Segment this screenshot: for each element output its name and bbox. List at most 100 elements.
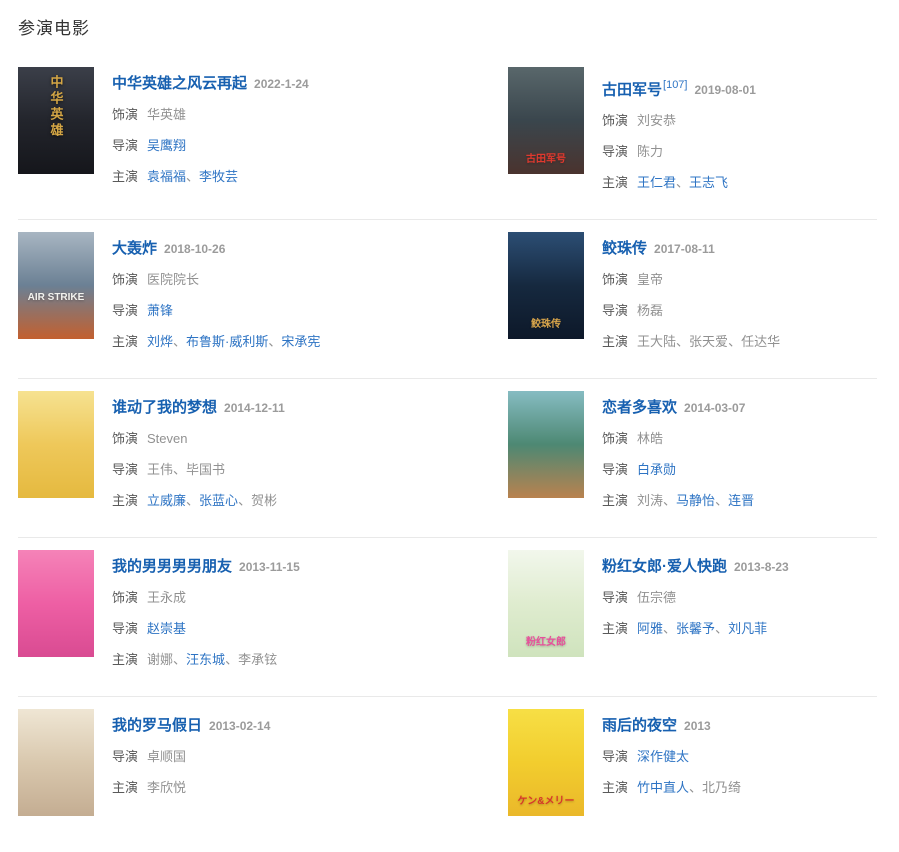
movie-title-link[interactable]: 粉红女郎·爱人快跑 — [602, 558, 727, 576]
movie-title-link[interactable]: 我的男男男男朋友 — [112, 558, 233, 576]
credit-line: 饰演 王永成 — [112, 587, 300, 608]
person-name: 李欣悦 — [147, 780, 187, 796]
name-separator: 、 — [186, 169, 200, 184]
name-separator: 、 — [173, 334, 187, 350]
movie-info: 我的男男男男朋友 2013-11-15 饰演 王永成 导演 赵崇基 主演 谢娜、汪东城、李承… — [112, 550, 300, 670]
credit-line: 主演 刘烨、布鲁斯·威利斯、宋承宪 — [112, 331, 320, 352]
movie-card: 恋者多喜欢 2014-03-07 饰演 林皓 导演 白承勋 主演 刘涛、马静怡、连晋 — [508, 391, 877, 511]
movie-poster[interactable] — [508, 391, 584, 499]
credit-line: 主演 竹中直人、北乃绮 — [602, 777, 741, 798]
credits: 饰演 皇帝 导演 杨磊 主演 王大陆、张天爱、任达华 — [602, 269, 780, 352]
credit-label: 饰演 — [602, 113, 629, 129]
movie-info: 雨后的夜空 2013 导演 深作健太 主演 竹中直人、北乃绮 — [602, 709, 741, 816]
movie-title-link[interactable]: 鲛珠传 — [602, 240, 648, 258]
movie-poster[interactable]: ケン&メリー — [508, 709, 584, 817]
person-link[interactable]: 阿雅 — [637, 621, 664, 637]
person-link[interactable]: 宋承宪 — [281, 334, 321, 350]
person-link[interactable]: 马静怡 — [676, 493, 716, 509]
movie-title-link[interactable]: 古田军号 — [602, 81, 663, 99]
movie-info: 大轰炸 2018-10-26 饰演 医院院长 导演 萧锋 主演 刘烨、布鲁斯·威利斯、宋承宪 — [112, 232, 320, 352]
person-link[interactable]: 白承勋 — [637, 462, 677, 478]
movie-poster[interactable] — [18, 709, 94, 817]
person-link[interactable]: 张蓝心 — [199, 493, 239, 509]
person-link[interactable]: 汪东城 — [186, 652, 226, 668]
person-name: 华英雄 — [147, 107, 187, 122]
movie-row: AIR STRIKE 大轰炸 2018-10-26 饰演 医院院长 导演 萧锋 主演 刘烨、… — [18, 219, 877, 378]
movie-poster[interactable]: 古田军号 — [508, 67, 584, 174]
credit-line: 导演 吴鹰翔 — [112, 135, 309, 156]
person-name: 贺彬 — [251, 493, 278, 509]
name-separator: 、 — [186, 493, 200, 509]
movie-grid: 中华英雄 中华英雄之风云再起 2022-1-24 饰演 华英雄 导演 吴鹰翔 主演 袁福福、… — [18, 67, 877, 842]
person-name: 王永成 — [147, 590, 187, 606]
person-link[interactable]: 萧锋 — [147, 303, 174, 319]
person-name: 李承铉 — [238, 652, 278, 668]
person-link[interactable]: 李牧芸 — [199, 169, 239, 184]
credit-label: 主演 — [112, 780, 139, 796]
reference-link[interactable]: [107] — [663, 79, 688, 91]
name-separator: 、 — [268, 334, 282, 350]
person-link[interactable]: 王仁君 — [637, 175, 677, 191]
movie-card: 鲛珠传 鲛珠传 2017-08-11 饰演 皇帝 导演 杨磊 主演 王大陆、张天爱、任达华 — [508, 232, 877, 352]
movie-poster[interactable] — [18, 391, 94, 499]
poster-title-text: AIR STRIKE — [27, 292, 85, 304]
credit-line: 导演 王伟、毕国书 — [112, 459, 285, 480]
credit-line: 饰演 皇帝 — [602, 269, 780, 290]
movie-title-link[interactable]: 雨后的夜空 — [602, 717, 678, 735]
credit-line: 饰演 Steven — [112, 428, 285, 449]
release-date: 2014-12-11 — [224, 401, 285, 416]
title-line: 古田军号[107] 2019-08-01 — [602, 74, 756, 100]
movie-title-link[interactable]: 中华英雄之风云再起 — [112, 75, 248, 92]
person-link[interactable]: 张馨予 — [676, 621, 716, 637]
credit-line: 导演 伍宗德 — [602, 587, 789, 608]
name-separator: 、 — [173, 462, 187, 478]
person-link[interactable]: 深作健太 — [637, 749, 690, 765]
movie-card: 我的男男男男朋友 2013-11-15 饰演 王永成 导演 赵崇基 主演 谢娜、汪东城、李承… — [18, 550, 508, 670]
credit-line: 主演 李欣悦 — [112, 777, 270, 798]
movie-info: 谁动了我的梦想 2014-12-11 饰演 Steven 导演 王伟、毕国书 主演 立威廉、… — [112, 391, 285, 511]
movie-row: 我的男男男男朋友 2013-11-15 饰演 王永成 导演 赵崇基 主演 谢娜、汪东城、李承… — [18, 537, 877, 696]
section-title: 参演电影 — [18, 19, 90, 38]
person-name: 杨磊 — [637, 303, 664, 319]
release-date: 2022-1-24 — [254, 77, 309, 91]
person-link[interactable]: 立威廉 — [147, 493, 187, 509]
person-link[interactable]: 竹中直人 — [637, 780, 690, 796]
person-link[interactable]: 刘烨 — [147, 334, 174, 350]
person-link[interactable]: 袁福福 — [147, 169, 187, 184]
credit-label: 主演 — [602, 334, 629, 350]
name-separator: 、 — [676, 175, 690, 191]
movie-title-link[interactable]: 恋者多喜欢 — [602, 399, 678, 417]
movie-info: 粉红女郎·爱人快跑 2013-8-23 导演 伍宗德 主演 阿雅、张馨予、刘凡菲 — [602, 550, 789, 670]
person-link[interactable]: 赵崇基 — [147, 621, 187, 637]
movie-poster[interactable]: 鲛珠传 — [508, 232, 584, 340]
credit-label: 导演 — [602, 749, 629, 765]
movie-info: 古田军号[107] 2019-08-01 饰演 刘安恭 导演 陈力 主演 王仁君、王志飞 — [602, 67, 756, 193]
person-link[interactable]: 吴鹰翔 — [147, 138, 187, 153]
person-link[interactable]: 王志飞 — [689, 175, 729, 191]
credit-label: 饰演 — [602, 272, 629, 288]
credit-label: 导演 — [112, 303, 139, 319]
person-link[interactable]: 布鲁斯·威利斯 — [186, 334, 269, 350]
credits: 导演 伍宗德 主演 阿雅、张馨予、刘凡菲 — [602, 587, 789, 639]
credit-line: 主演 谢娜、汪东城、李承铉 — [112, 649, 300, 670]
credit-label: 导演 — [112, 138, 139, 153]
movie-poster[interactable]: AIR STRIKE — [18, 232, 94, 340]
movie-card: 中华英雄 中华英雄之风云再起 2022-1-24 饰演 华英雄 导演 吴鹰翔 主演 袁福福、… — [18, 67, 508, 193]
credit-line: 导演 杨磊 — [602, 300, 780, 321]
person-name: 伍宗德 — [637, 590, 677, 606]
person-link[interactable]: 连晋 — [728, 493, 755, 509]
credit-label: 导演 — [602, 303, 629, 319]
movie-poster[interactable]: 粉红女郎 — [508, 550, 584, 658]
movie-poster[interactable] — [18, 550, 94, 658]
poster-title-text: 中华英雄 — [48, 75, 64, 139]
person-name: 王大陆 — [637, 334, 677, 350]
movie-poster[interactable]: 中华英雄 — [18, 67, 94, 174]
person-link[interactable]: 刘凡菲 — [728, 621, 768, 637]
person-name: 林皓 — [637, 431, 664, 447]
credit-label: 主演 — [602, 493, 629, 509]
credit-label: 饰演 — [112, 590, 139, 606]
release-date: 2017-08-11 — [654, 242, 715, 257]
movie-title-link[interactable]: 大轰炸 — [112, 240, 158, 258]
movie-title-link[interactable]: 谁动了我的梦想 — [112, 399, 218, 417]
movie-title-link[interactable]: 我的罗马假日 — [112, 717, 203, 735]
